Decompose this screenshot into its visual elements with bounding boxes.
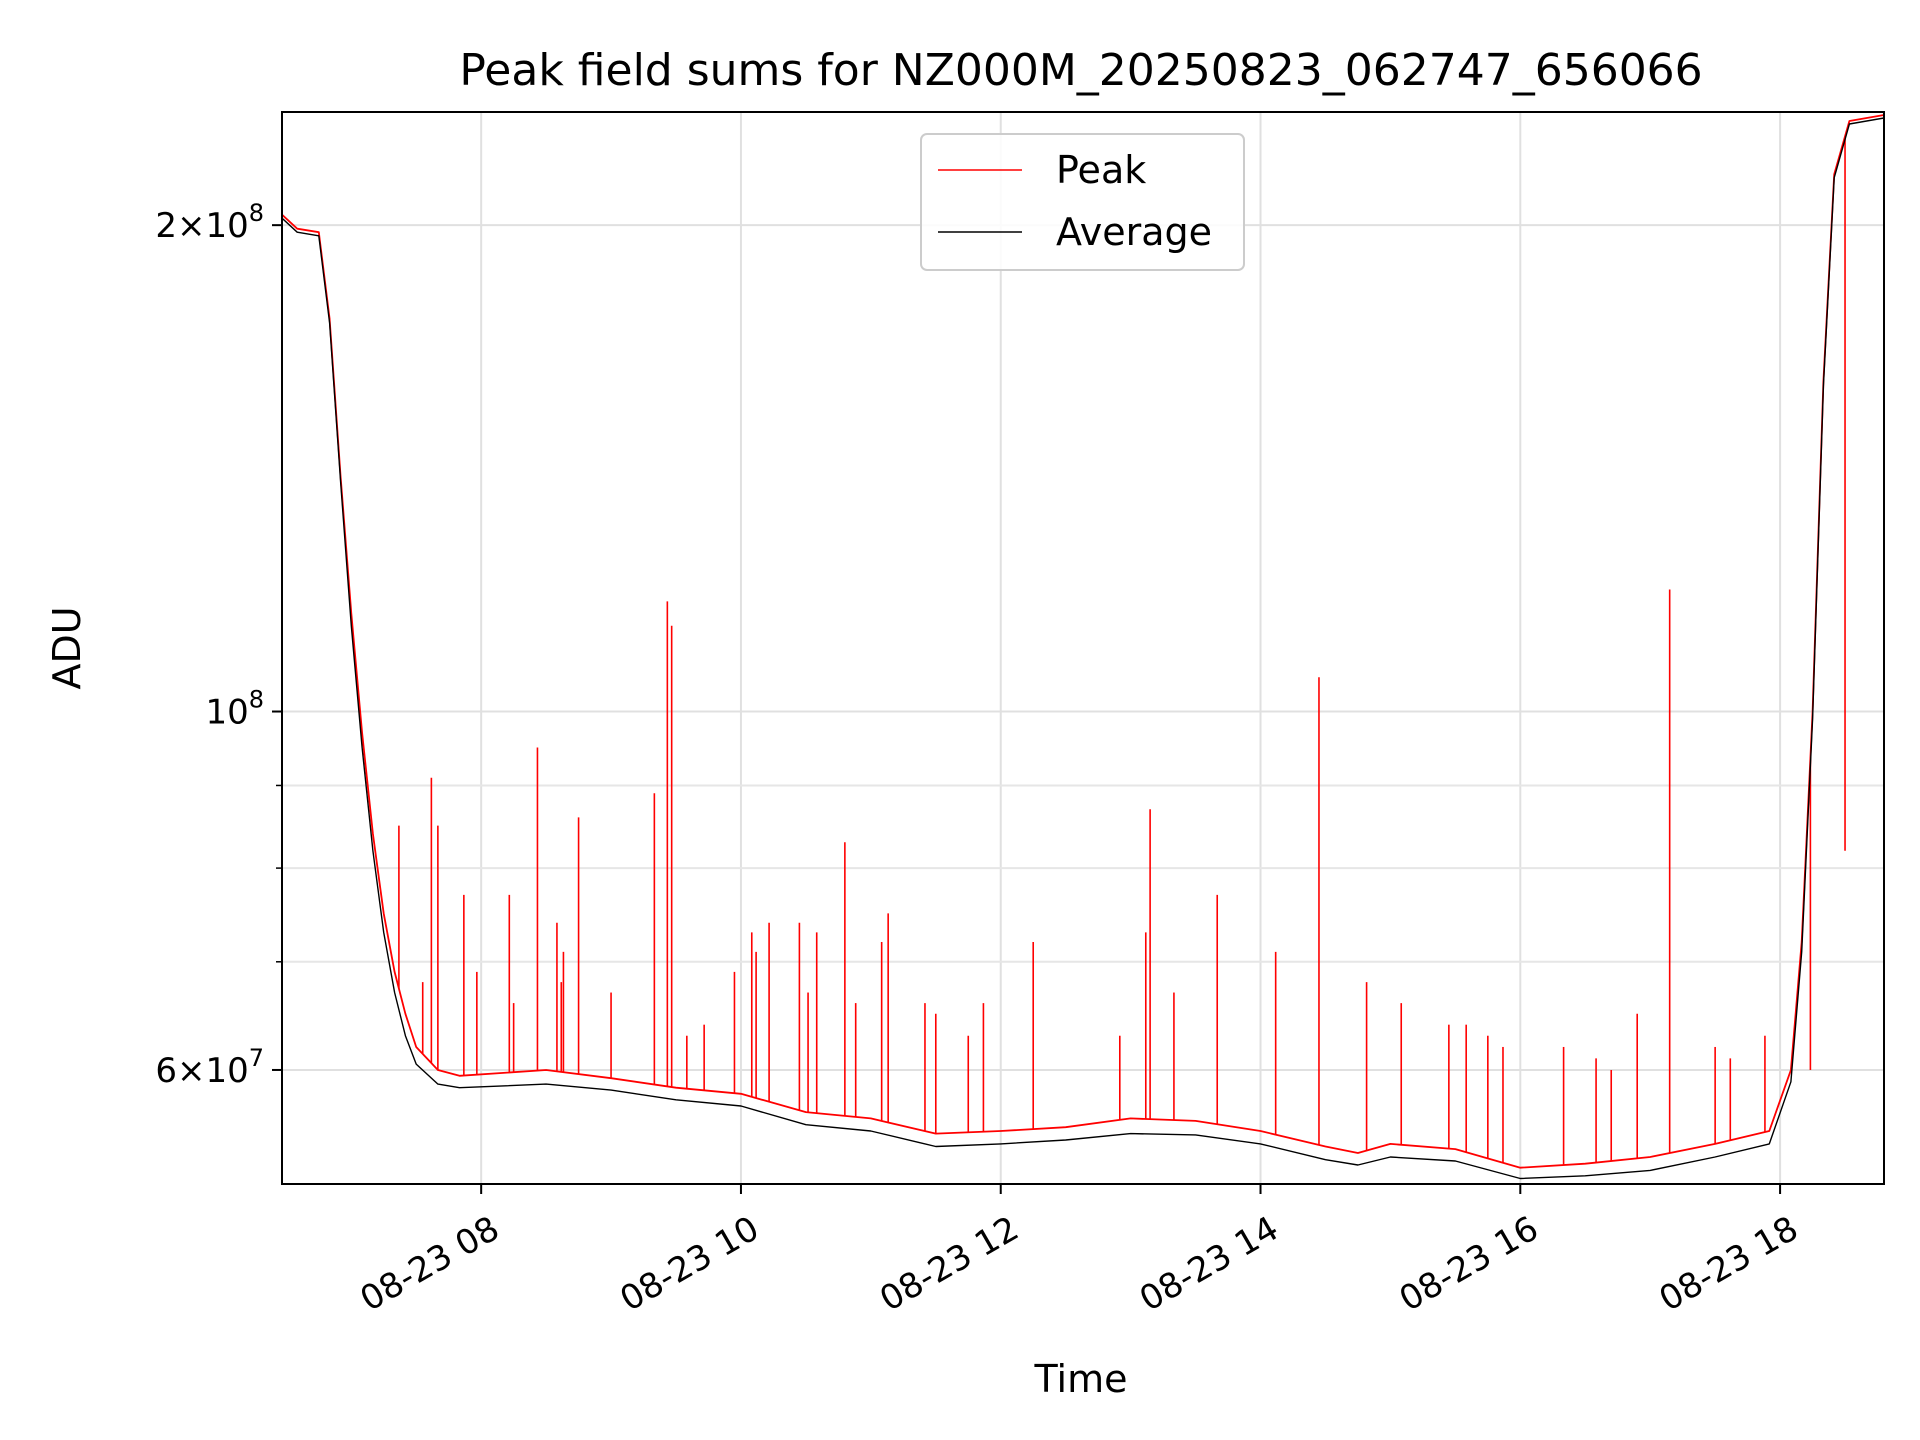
y-tick-label: 108 [205,686,264,733]
grid [282,112,1884,1184]
y-tick-base: 10 [205,693,248,733]
series-line-peak [282,114,1884,1169]
series-peak [282,114,1884,1169]
x-axis-label: Time [1034,1357,1128,1401]
y-tick-label: 2×108 [155,199,264,246]
y-axis-label: ADU [45,606,89,689]
series-line-average [282,117,1884,1180]
y-tick-base: 10 [205,1051,248,1091]
y-tick-times: × [177,1051,206,1091]
plot-frame [281,111,1885,1185]
y-tick-exponent: 8 [249,199,264,227]
y-tick-exponent: 8 [249,686,264,714]
y-tick-label: 6×107 [155,1044,264,1091]
series-average [282,117,1884,1180]
y-tick-exponent: 7 [249,1044,264,1072]
legend-label-peak: Peak [1056,148,1146,192]
legend: Peak Average [920,133,1245,271]
legend-label-average: Average [1056,210,1212,254]
legend-box [920,133,1245,271]
y-tick-mantissa: 6 [155,1051,177,1091]
y-tick-times: × [177,206,206,246]
y-tick-mantissa: 2 [155,206,177,246]
chart-title: Peak field sums for NZ000M_20250823_0627… [459,45,1702,96]
series-layer [282,114,1884,1180]
y-tick-base: 10 [205,206,248,246]
